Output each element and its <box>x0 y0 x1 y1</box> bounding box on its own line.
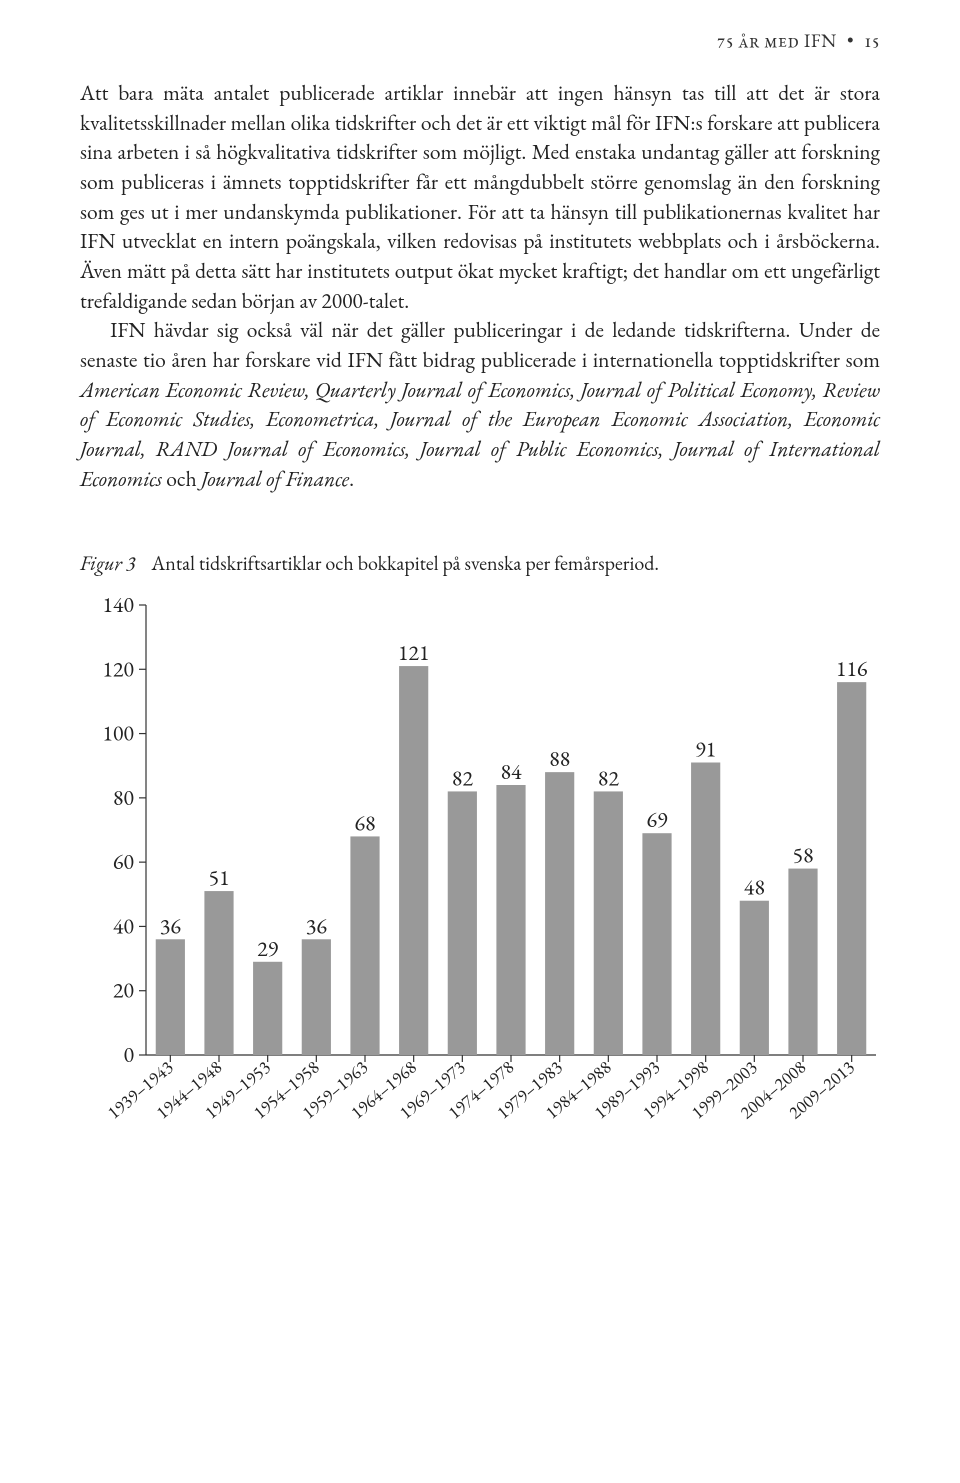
svg-text:116: 116 <box>836 654 868 683</box>
svg-text:58: 58 <box>792 841 813 870</box>
svg-text:120: 120 <box>102 654 134 683</box>
page: 75 år med IFN • 15 Att bara mäta antalet… <box>0 0 960 1230</box>
running-head: 75 år med IFN • 15 <box>80 28 880 53</box>
p2-run-b: och <box>162 465 201 493</box>
running-head-text: 75 år med IFN <box>717 28 837 53</box>
svg-text:82: 82 <box>452 764 474 793</box>
svg-text:68: 68 <box>354 809 375 838</box>
svg-text:84: 84 <box>500 757 522 786</box>
svg-text:80: 80 <box>113 783 135 812</box>
figure-caption: Antal tidskriftsartiklar och bokkapitel … <box>151 550 659 576</box>
svg-text:140: 140 <box>102 595 134 619</box>
page-number: 15 <box>864 28 880 53</box>
p2-journals-2: Journal of Finance <box>201 465 349 493</box>
svg-text:36: 36 <box>160 911 182 940</box>
running-head-bullet: • <box>847 28 854 53</box>
paragraph-2: IFN hävdar sig också väl när det gäller … <box>80 316 880 494</box>
svg-text:91: 91 <box>695 735 716 764</box>
svg-text:40: 40 <box>113 912 135 941</box>
p2-run-c: . <box>349 465 354 493</box>
svg-text:60: 60 <box>113 847 135 876</box>
svg-text:0: 0 <box>123 1040 134 1069</box>
svg-text:36: 36 <box>306 911 328 940</box>
paragraph-1: Att bara mäta antalet publicerade artikl… <box>80 79 880 316</box>
body-text: Att bara mäta antalet publicerade artikl… <box>80 79 880 494</box>
svg-text:121: 121 <box>398 638 430 667</box>
svg-text:29: 29 <box>257 934 279 963</box>
bar-chart: 020406080100120140361939–1943511944–1948… <box>80 595 880 1185</box>
chart-container: 020406080100120140361939–1943511944–1948… <box>80 595 880 1190</box>
svg-text:48: 48 <box>744 873 765 902</box>
svg-text:69: 69 <box>646 805 668 834</box>
p2-run-a: IFN hävdar sig också väl när det gäller … <box>80 316 880 374</box>
figure-label: Figur 3 <box>80 550 135 576</box>
svg-text:20: 20 <box>113 976 135 1005</box>
svg-text:51: 51 <box>208 863 229 892</box>
svg-text:88: 88 <box>549 744 570 773</box>
svg-text:100: 100 <box>102 719 134 748</box>
figure-caption-row: Figur 3 Antal tidskriftsartiklar och bok… <box>80 550 880 577</box>
svg-text:82: 82 <box>598 764 620 793</box>
